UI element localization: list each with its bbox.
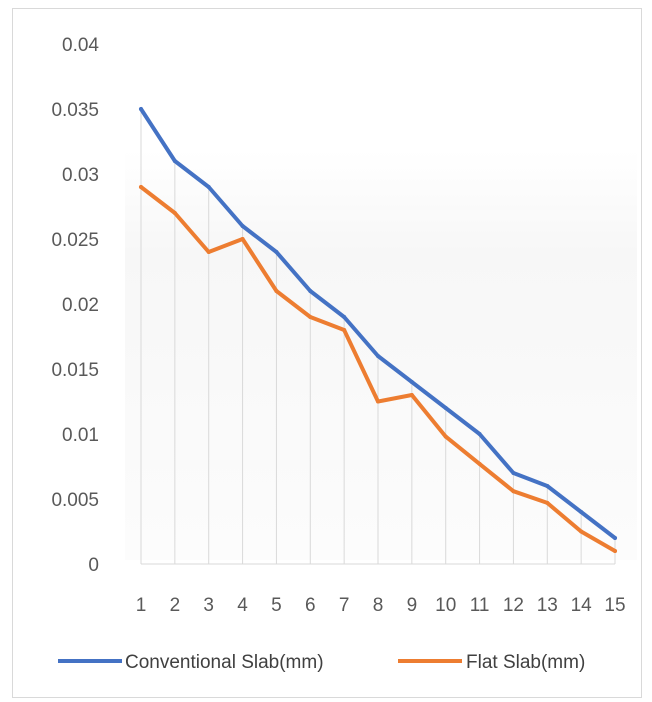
x-tick-label: 7	[339, 595, 350, 616]
x-tick-label: 15	[604, 595, 625, 616]
data-point	[613, 549, 617, 553]
data-point	[308, 289, 313, 293]
data-point	[376, 354, 380, 358]
x-tick-label: 12	[503, 595, 524, 616]
y-tick-label: 0.01	[62, 425, 99, 446]
data-point	[139, 107, 143, 111]
data-point	[206, 185, 211, 189]
x-tick-label: 3	[203, 595, 214, 616]
x-tick-label: 14	[571, 595, 593, 616]
data-point	[240, 224, 245, 228]
x-tick-label: 11	[470, 595, 490, 616]
x-tick-label: 4	[237, 595, 248, 616]
y-tick-label: 0.02	[62, 295, 99, 316]
data-point	[545, 484, 550, 488]
y-tick-label: 0.015	[51, 360, 99, 381]
legend: Conventional Slab(mm) Flat Slab(mm)	[58, 652, 585, 673]
data-point	[511, 471, 516, 475]
series-layer	[139, 107, 617, 553]
x-tick-label: 1	[136, 595, 147, 616]
data-point	[308, 315, 313, 319]
x-tick-label: 5	[271, 595, 282, 616]
data-point	[240, 237, 245, 241]
data-point	[172, 159, 177, 163]
data-point	[409, 393, 414, 397]
y-tick-label: 0	[88, 555, 99, 576]
y-axis: 0 0.005 0.01 0.015 0.02 0.025 0.03 0.035 0.04	[51, 35, 99, 576]
data-point	[511, 489, 516, 494]
data-point	[443, 406, 448, 410]
data-point	[274, 289, 279, 293]
x-axis: 1 2 3 4 5 6 7 8 9 10 11 12 13 14 15	[136, 595, 626, 616]
y-tick-label: 0.04	[62, 35, 99, 56]
legend-label-2: Flat Slab(mm)	[466, 652, 585, 673]
x-tick-label: 10	[435, 595, 456, 616]
x-tick-label: 2	[170, 595, 181, 616]
data-point	[409, 380, 414, 384]
y-tick-label: 0.03	[62, 165, 99, 186]
y-tick-label: 0.025	[51, 230, 99, 251]
data-point	[579, 529, 584, 534]
data-point	[342, 328, 347, 332]
data-point	[206, 250, 211, 254]
data-point	[613, 536, 617, 540]
x-tick-label: 9	[407, 595, 418, 616]
plot-area	[125, 150, 637, 560]
y-tick-label: 0.005	[51, 490, 99, 511]
data-point	[477, 461, 482, 466]
x-tick-label: 8	[373, 595, 384, 616]
y-tick-label: 0.035	[51, 100, 99, 121]
data-point	[545, 500, 550, 505]
data-point	[342, 315, 347, 319]
legend-label-1: Conventional Slab(mm)	[125, 652, 324, 673]
data-point	[274, 250, 279, 254]
data-point	[139, 185, 143, 189]
x-tick-label: 6	[305, 595, 316, 616]
data-point	[443, 434, 448, 439]
x-tick-label: 13	[537, 595, 558, 616]
data-point	[376, 399, 380, 404]
data-point	[172, 211, 177, 215]
data-point	[477, 432, 482, 436]
data-point	[579, 510, 584, 514]
